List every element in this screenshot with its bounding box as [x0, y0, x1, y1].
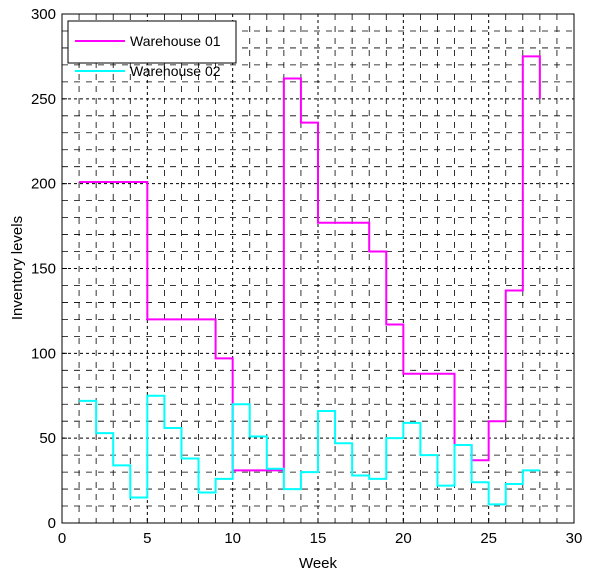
y-tick-label: 200	[31, 176, 56, 193]
x-tick-label: 15	[310, 530, 327, 547]
x-tick-label: 30	[566, 530, 583, 547]
y-tick-label: 250	[31, 91, 56, 108]
y-axis-ticks: 0 50 100 150 200 250 300	[31, 6, 67, 532]
x-axis-label: Week	[299, 555, 338, 572]
series-group	[79, 55, 541, 506]
y-tick-label: 0	[48, 515, 56, 532]
y-tick-label: 100	[31, 345, 56, 362]
legend-label-warehouse-02: Warehouse 02	[130, 63, 221, 79]
y-axis-label: Inventory levels	[9, 216, 26, 320]
x-tick-label: 20	[395, 530, 412, 547]
x-axis-ticks: 0 5 10 15 20 25 30	[58, 518, 583, 547]
y-tick-label: 300	[31, 6, 56, 23]
legend-label-warehouse-01: Warehouse 01	[130, 33, 221, 49]
y-tick-label: 150	[31, 261, 56, 278]
legend: Warehouse 01 Warehouse 02	[67, 20, 237, 79]
series-line-2	[79, 394, 540, 506]
x-tick-label: 10	[224, 530, 241, 547]
x-tick-label: 5	[143, 530, 151, 547]
y-tick-label: 50	[39, 430, 56, 447]
x-tick-label: 0	[58, 530, 66, 547]
x-tick-label: 25	[480, 530, 497, 547]
